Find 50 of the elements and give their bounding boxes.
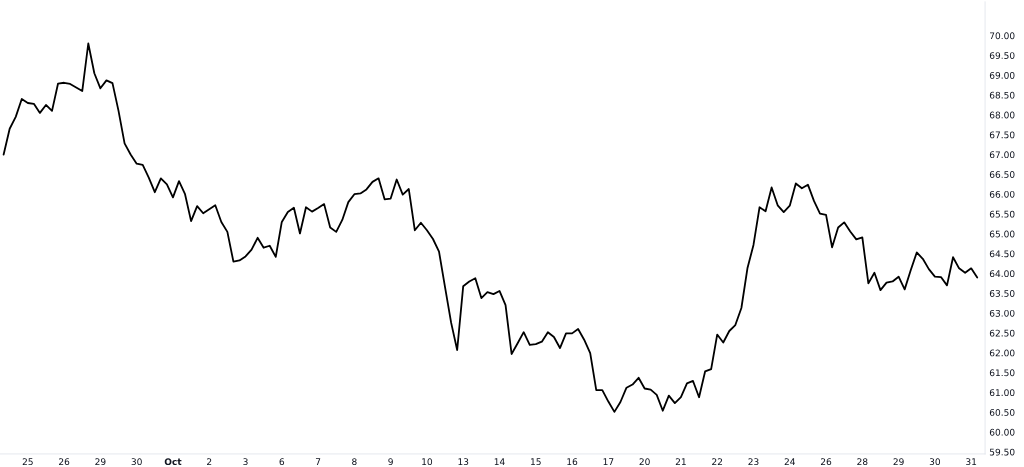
y-tick-label: 69.00 [989,71,1015,79]
y-tick-label: 67.00 [989,151,1015,159]
y-tick-label: 61.00 [989,389,1015,397]
y-tick-label: 59.50 [989,448,1015,456]
x-tick-label: 21 [675,458,686,465]
x-tick-label: 10 [422,458,433,466]
y-tick-label: 63.00 [989,309,1015,317]
x-tick-label: 9 [388,458,393,466]
x-tick-label: 22 [712,458,723,465]
y-tick-label: 63.50 [989,290,1015,297]
x-tick-label: 17 [603,458,614,465]
y-tick-label: 66.50 [989,171,1015,178]
x-tick-label: 30 [131,458,142,466]
x-tick-label: 29 [95,458,106,466]
x-tick-label: 26 [59,458,70,466]
x-tick-label: 6 [279,458,285,466]
y-tick-label: 67.50 [989,131,1015,139]
y-tick-label: 70.00 [990,32,1015,40]
y-tick-label: 62.50 [989,329,1015,337]
x-tick-label: 20 [639,458,650,466]
x-tick-label: Oct [164,458,182,466]
x-tick-label: 16 [567,458,578,466]
y-tick-label: 60.50 [989,409,1015,416]
y-tick-label: 60.00 [989,428,1015,436]
x-tick-label: 28 [857,458,868,466]
line-series [2,42,979,413]
x-tick-label: 31 [966,458,977,466]
x-tick-label: 3 [243,458,248,466]
x-tick-label: 7 [315,458,321,465]
x-tick-label: 8 [352,458,357,466]
y-tick-label: 65.50 [989,210,1015,218]
x-tick-label: 25 [22,458,33,466]
x-tick-label: 29 [893,458,904,466]
y-tick-label: 66.00 [989,190,1015,198]
y-tick-label: 62.00 [989,349,1015,357]
x-tick-label: 23 [748,458,759,466]
x-tick-label: 26 [820,458,832,466]
x-tick-label: 14 [494,458,505,465]
y-tick-label: 68.50 [989,91,1015,99]
x-tick-label: 24 [784,458,795,465]
y-tick-label: 65.00 [989,230,1015,238]
y-tick-label: 64.50 [989,250,1015,258]
x-tick-label: 30 [929,458,941,466]
y-tick-label: 68.00 [989,111,1015,119]
x-tick-label: 13 [458,458,469,466]
y-tick-label: 61.50 [989,369,1015,377]
y-tick-label: 64.00 [989,270,1015,278]
x-tick-label: 2 [207,458,212,465]
x-tick-label: 15 [531,458,541,466]
y-tick-label: 69.50 [989,52,1015,59]
